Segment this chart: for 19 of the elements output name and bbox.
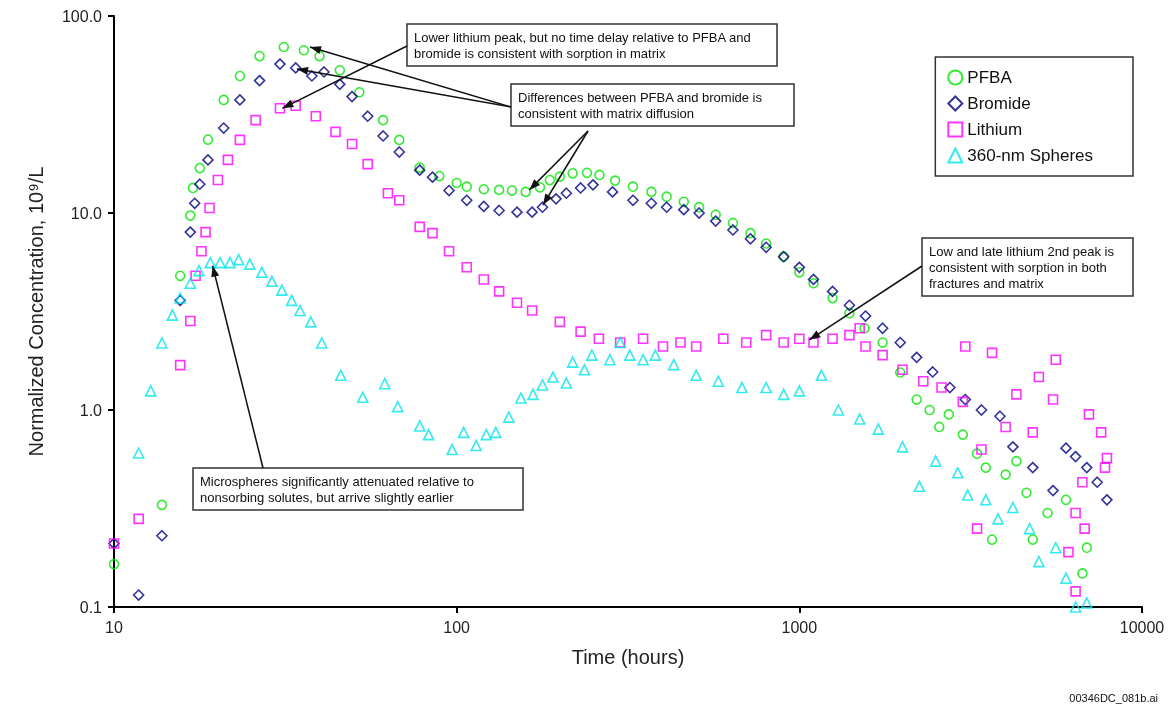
x-tick-label: 10	[105, 618, 123, 636]
annotation: Microspheres significantly attenuated relative to nonsorbing solutes, but arrive slightly earlier	[200, 473, 474, 505]
legend-label: 360-nm Spheres	[967, 146, 1094, 165]
y-tick-label: 100.0	[61, 7, 103, 25]
annotation: Differences between PFBA and bromide is consistent with matrix diffusion	[518, 89, 763, 121]
y-axis-title: Normalized Concentration, 10⁹/L	[25, 166, 47, 457]
y-tick-label: 10.0	[70, 204, 103, 222]
y-tick-label: 0.1	[79, 598, 103, 616]
legend-label: PFBA	[967, 68, 1013, 87]
x-axis-title: Time (hours)	[571, 646, 685, 668]
x-tick-label: 10000	[1119, 618, 1165, 636]
annotation: Lower lithium peak, but no time delay relative to PFBA and bromide is consistent with sorption in matrix	[414, 29, 751, 61]
x-tick-label: 1000	[781, 618, 818, 636]
legend-label: Bromide	[967, 94, 1031, 113]
x-tick-label: 100	[443, 618, 471, 636]
text: 00346DC_081b.ai	[1069, 692, 1158, 704]
y-tick-label: 1.0	[79, 401, 103, 419]
annotation: Low and late lithium 2nd peak is consistent with sorption in both fractures and matrix	[929, 243, 1115, 291]
legend-label: Lithium	[967, 120, 1023, 139]
